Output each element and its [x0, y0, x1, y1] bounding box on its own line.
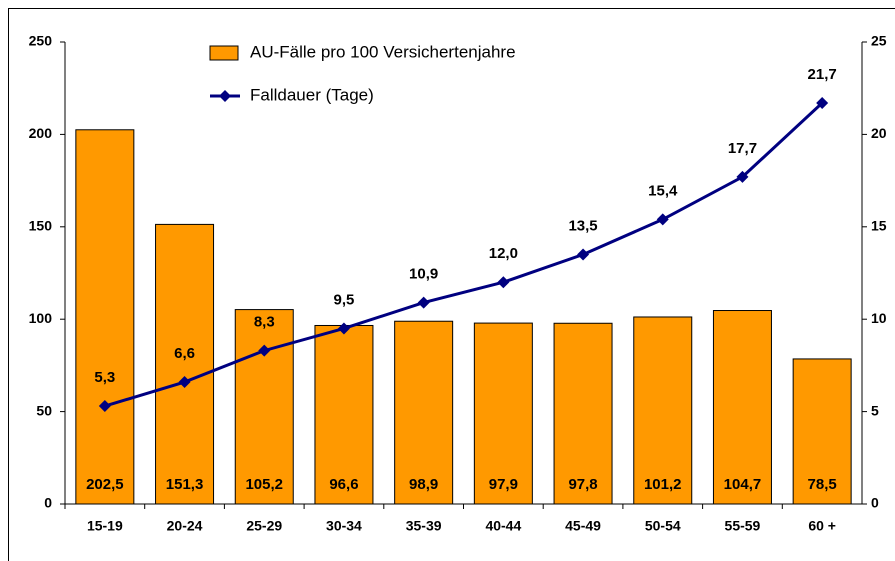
- x-tick-label: 45-49: [565, 518, 601, 534]
- legend-marker: [219, 90, 231, 102]
- bar: [314, 324, 374, 505]
- bar: [633, 316, 693, 505]
- y-tick-label: 100: [29, 310, 53, 326]
- line-value-label: 12,0: [489, 245, 518, 262]
- bar: [155, 223, 215, 505]
- bar-value-label: 97,9: [489, 476, 518, 493]
- bar-value-label: 98,9: [409, 476, 438, 493]
- line-marker: [337, 322, 350, 335]
- x-tick-label: 20-24: [167, 518, 203, 534]
- x-tick-label: 60 +: [808, 518, 836, 534]
- bar: [75, 129, 135, 505]
- line-marker: [736, 170, 749, 183]
- line-value-label: 10,9: [409, 266, 438, 283]
- line-value-label: 8,3: [254, 314, 275, 331]
- x-tick-label: 40-44: [485, 518, 521, 534]
- line: [104, 101, 824, 408]
- bar-value-label: 104,7: [724, 476, 762, 493]
- line-marker: [656, 213, 669, 226]
- line-value-label: 21,7: [808, 66, 837, 83]
- bar-value-label: 78,5: [808, 476, 837, 493]
- bar: [394, 320, 454, 505]
- line-marker: [178, 376, 191, 389]
- y2-tick-label: 25: [871, 33, 887, 49]
- y-tick-label: 200: [29, 125, 53, 141]
- frame: [8, 8, 895, 561]
- line-marker: [258, 344, 271, 357]
- line-marker: [98, 400, 111, 413]
- bar-value-label: 96,6: [329, 476, 358, 493]
- line-value-label: 13,5: [568, 217, 597, 234]
- legend-label: AU-Fälle pro 100 Versichertenjahre: [250, 42, 516, 61]
- x-tick-label: 25-29: [246, 518, 282, 534]
- line-value-label: 5,3: [94, 369, 115, 386]
- y2-tick-label: 10: [871, 310, 887, 326]
- x-tick-label: 30-34: [326, 518, 362, 534]
- x-tick-label: 35-39: [406, 518, 442, 534]
- bar-value-label: 101,2: [644, 476, 682, 493]
- line-marker: [417, 296, 430, 309]
- bar: [234, 309, 294, 505]
- x-tick-label: 50-54: [645, 518, 681, 534]
- bar: [792, 358, 852, 505]
- line-value-label: 6,6: [174, 345, 195, 362]
- y-tick-label: 250: [29, 33, 53, 49]
- x-tick-label: 55-59: [725, 518, 761, 534]
- y-tick-label: 0: [44, 495, 52, 511]
- bar-value-label: 151,3: [166, 476, 204, 493]
- legend-swatch: [209, 45, 239, 61]
- line-marker: [816, 96, 829, 109]
- y2-tick-label: 0: [871, 495, 879, 511]
- bar: [473, 322, 533, 505]
- bar-value-label: 202,5: [86, 476, 124, 493]
- y-tick-label: 50: [36, 402, 52, 418]
- bar: [712, 310, 772, 505]
- y2-tick-label: 20: [871, 125, 887, 141]
- y-tick-label: 150: [29, 218, 53, 234]
- line-value-label: 9,5: [334, 291, 355, 308]
- line-value-label: 15,4: [648, 182, 678, 199]
- x-tick-label: 15-19: [87, 518, 123, 534]
- line-value-label: 17,7: [728, 140, 757, 157]
- bar-value-label: 97,8: [568, 476, 597, 493]
- y2-tick-label: 15: [871, 218, 887, 234]
- bar-value-label: 105,2: [245, 476, 283, 493]
- legend-label: Falldauer (Tage): [250, 85, 374, 104]
- line-marker: [577, 248, 590, 261]
- y2-tick-label: 5: [871, 402, 879, 418]
- bar: [553, 322, 613, 505]
- line-marker: [497, 276, 510, 289]
